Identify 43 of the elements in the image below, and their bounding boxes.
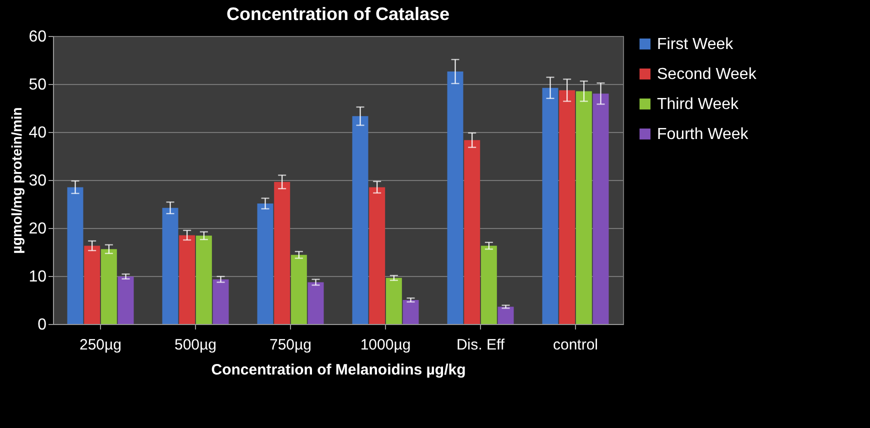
bar [308,282,324,324]
x-tick-label: 1000µg [360,336,411,354]
bar [402,300,419,324]
bar [290,254,307,324]
bar [480,246,497,324]
x-tick-label: 750µg [269,336,312,354]
chart-title: Concentration of Catalase [226,4,450,24]
legend-label: First Week [657,36,734,53]
bar [162,208,178,324]
y-tick-label: 40 [28,124,47,142]
x-tick-label: Dis. Eff [456,336,506,354]
bar [576,91,592,324]
bar [84,246,100,324]
legend-label: Third Week [657,96,740,113]
bar [118,276,134,324]
y-tick-label: 0 [38,316,47,334]
bar [179,235,196,324]
bar [592,94,609,324]
bar [212,279,229,324]
x-tick-label: 500µg [174,336,217,354]
y-tick-label: 20 [28,220,47,238]
bar [464,140,480,324]
y-tick-label: 60 [28,28,47,46]
bar [274,182,290,324]
x-tick-label: 250µg [79,336,122,354]
y-tick-label: 30 [28,172,47,190]
bar [559,90,576,324]
bar [352,116,368,324]
x-tick-label: control [552,336,598,354]
y-tick-label: 50 [28,76,47,94]
legend-label: Fourth Week [657,126,750,143]
bar [542,88,558,324]
bar [257,204,274,324]
x-axis-title: Concentration of Melanoidins µg/kg [211,362,466,378]
bar [67,187,84,324]
bar [196,236,212,324]
bar [498,306,514,324]
bar [100,249,117,324]
bar [369,187,386,324]
bar [447,72,464,324]
legend-label: Second Week [657,66,758,83]
y-axis-title: µgmol/mg protein/min [8,107,25,254]
y-tick-label: 10 [28,268,47,286]
